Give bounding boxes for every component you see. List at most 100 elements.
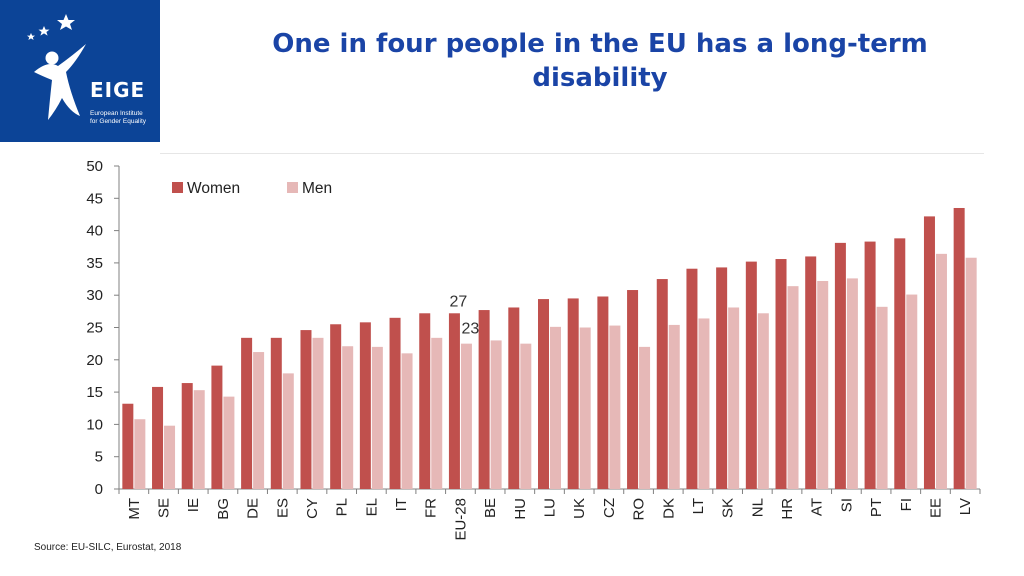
y-tick-label: 20 [86,352,103,369]
bar-women-cz [597,296,609,489]
bar-women-be [478,310,490,489]
bar-women-fr [419,313,431,489]
logo-wordmark: EIGE [90,78,146,102]
y-tick-label: 30 [86,287,103,304]
legend-swatch-women [172,182,183,193]
x-tick-label-dk: DK [660,498,677,519]
y-tick-label: 15 [86,384,103,401]
bar-men-dk [668,324,680,489]
bar-women-el [359,322,371,489]
bar-men-hu [520,343,532,489]
title-line-1: One in four people in the EU has a long-… [272,29,928,59]
bar-women-lu [538,299,549,489]
bar-men-pt [876,306,888,489]
x-tick-label-fr: FR [423,498,440,518]
x-tick-label-bg: BG [215,498,232,520]
x-tick-label-de: DE [245,498,262,519]
bar-men-bg [223,396,235,489]
bar-women-it [389,317,401,489]
y-tick-label: 25 [86,320,103,337]
bar-women-uk [567,298,579,489]
bar-women-cy [300,330,312,489]
title-line-2: disability [532,63,668,93]
legend-label-women: Women [187,180,240,197]
bar-women-pl [330,324,342,489]
x-tick-label-nl: NL [749,498,766,517]
bar-men-eu-28 [460,343,472,489]
bar-women-ee [923,216,935,489]
legend-swatch-men [287,182,298,193]
x-tick-label-be: BE [482,498,499,518]
bar-men-es [282,373,294,489]
bar-women-at [805,256,817,489]
x-tick-label-sk: SK [720,498,737,518]
x-tick-label-fi: FI [898,498,915,511]
slide-title: One in four people in the EU has a long-… [230,27,970,95]
bar-men-se [164,425,176,489]
bar-men-fi [906,294,918,489]
bar-men-cy [312,337,324,489]
bar-women-sk [716,267,728,489]
x-tick-label-lv: LV [957,498,974,515]
bar-women-eu-28 [448,313,460,489]
bar-men-lt [698,318,710,489]
bar-men-mt [134,419,146,489]
bar-men-be [490,340,502,489]
bar-men-at [817,280,829,489]
x-tick-label-ee: EE [927,498,944,518]
bar-men-cz [609,325,621,489]
x-tick-label-hu: HU [512,498,529,520]
bar-women-pt [864,241,876,489]
bar-men-ie [193,390,205,489]
bar-women-hu [508,307,520,489]
bar-men-hr [787,286,799,489]
y-tick-label: 5 [95,449,103,466]
bar-men-it [401,353,413,489]
bar-women-hr [775,259,787,489]
x-tick-label-pl: PL [334,498,351,516]
y-tick-label: 40 [86,223,103,240]
bar-men-lv [965,257,977,489]
source-note: Source: EU-SILC, Eurostat, 2018 [34,542,182,553]
x-tick-label-eu-28: EU-28 [452,498,469,541]
y-tick-label: 50 [86,158,103,175]
bar-women-mt [122,403,134,489]
bar-women-ie [181,383,193,489]
x-tick-label-lu: LU [542,498,559,517]
bar-men-pl [342,346,354,489]
x-tick-label-ie: IE [185,498,202,512]
bar-men-si [846,278,858,489]
annotation-men-eu-28: 23 [462,321,480,338]
x-tick-label-cy: CY [304,498,321,519]
legend-label-men: Men [302,180,332,197]
y-tick-label: 35 [86,255,103,272]
bar-women-dk [656,279,668,489]
x-tick-label-es: ES [274,498,291,518]
bar-men-de [253,352,265,489]
x-tick-label-uk: UK [571,498,588,519]
y-tick-label: 0 [95,481,103,498]
logo-subtitle-line2: for Gender Equality [90,118,147,125]
bar-women-ro [627,290,639,489]
bar-men-nl [757,313,769,489]
annotation-women-eu-28: 27 [450,293,468,310]
x-tick-label-el: EL [363,498,380,516]
x-tick-label-se: SE [156,498,173,518]
bar-men-sk [728,307,740,489]
bar-women-fi [894,238,906,489]
x-tick-label-cz: CZ [601,498,618,518]
bar-women-es [270,337,282,489]
y-tick-label: 10 [86,416,103,433]
bar-women-lt [686,268,698,489]
bar-men-ee [935,253,947,489]
eige-logo[interactable]: EIGE European Institute for Gender Equal… [0,0,160,142]
x-tick-label-mt: MT [126,498,143,520]
x-tick-label-si: SI [838,498,855,512]
bar-women-nl [745,261,757,489]
bar-women-de [241,337,253,489]
y-tick-label: 45 [86,190,103,207]
logo-subtitle-line1: European Institute [90,110,143,117]
x-tick-label-pt: PT [868,498,885,517]
bar-women-se [152,386,164,489]
